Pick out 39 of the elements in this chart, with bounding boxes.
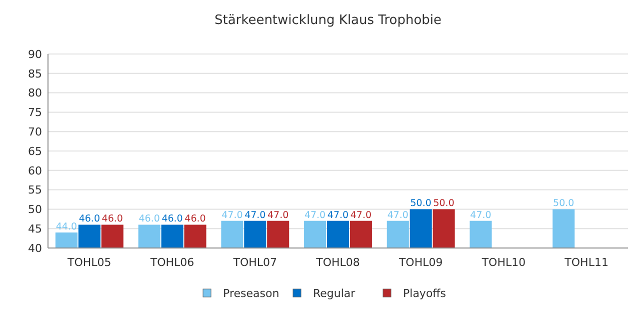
y-tick-label: 85	[28, 67, 42, 80]
legend-label: Regular	[313, 286, 356, 300]
data-label: 47.0	[387, 210, 408, 221]
data-label: 47.0	[470, 210, 492, 221]
y-tick-label: 50	[28, 203, 42, 216]
data-label: 46.0	[138, 214, 160, 225]
data-label: 50.0	[433, 198, 454, 210]
y-tick-label: 90	[28, 48, 42, 61]
data-label: 46.0	[162, 214, 183, 225]
data-label: 50.0	[553, 198, 574, 210]
y-tick-label: 55	[28, 184, 42, 197]
data-label: 44.0	[56, 221, 78, 232]
x-tick-label: TOHL10	[480, 256, 526, 269]
y-tick-label: 60	[28, 164, 42, 178]
chart-title: Stärkeentwicklung Klaus Trophobie	[214, 13, 442, 28]
data-label: 47.0	[268, 210, 289, 221]
data-label: 47.0	[304, 210, 326, 221]
y-tick-label: 75	[28, 106, 42, 120]
legend-label: Playoffs	[403, 286, 446, 300]
y-tick-label: 40	[28, 242, 42, 255]
data-label: 46.0	[102, 214, 123, 225]
y-tick-label: 65	[28, 144, 42, 158]
y-tick-label: 70	[28, 125, 42, 138]
data-label: 46.0	[184, 214, 206, 225]
x-tick-label: TOHL08	[315, 256, 360, 269]
x-tick-label: TOHL09	[398, 256, 443, 269]
x-tick-label: TOHL06	[149, 256, 194, 269]
x-tick-label: TOHL07	[232, 256, 278, 269]
x-tick-label: TOHL11	[564, 256, 608, 269]
data-label: 47.0	[350, 210, 372, 221]
legend-label: Preseason	[223, 286, 280, 300]
data-label: 47.0	[222, 210, 243, 221]
data-label: 47.0	[244, 210, 266, 221]
data-label: 46.0	[78, 214, 100, 225]
data-label: 50.0	[410, 198, 432, 210]
data-label: 47.0	[327, 210, 349, 221]
y-tick-label: 45	[28, 222, 42, 236]
y-tick-label: 80	[28, 86, 42, 100]
x-tick-label: TOHL05	[66, 256, 112, 269]
